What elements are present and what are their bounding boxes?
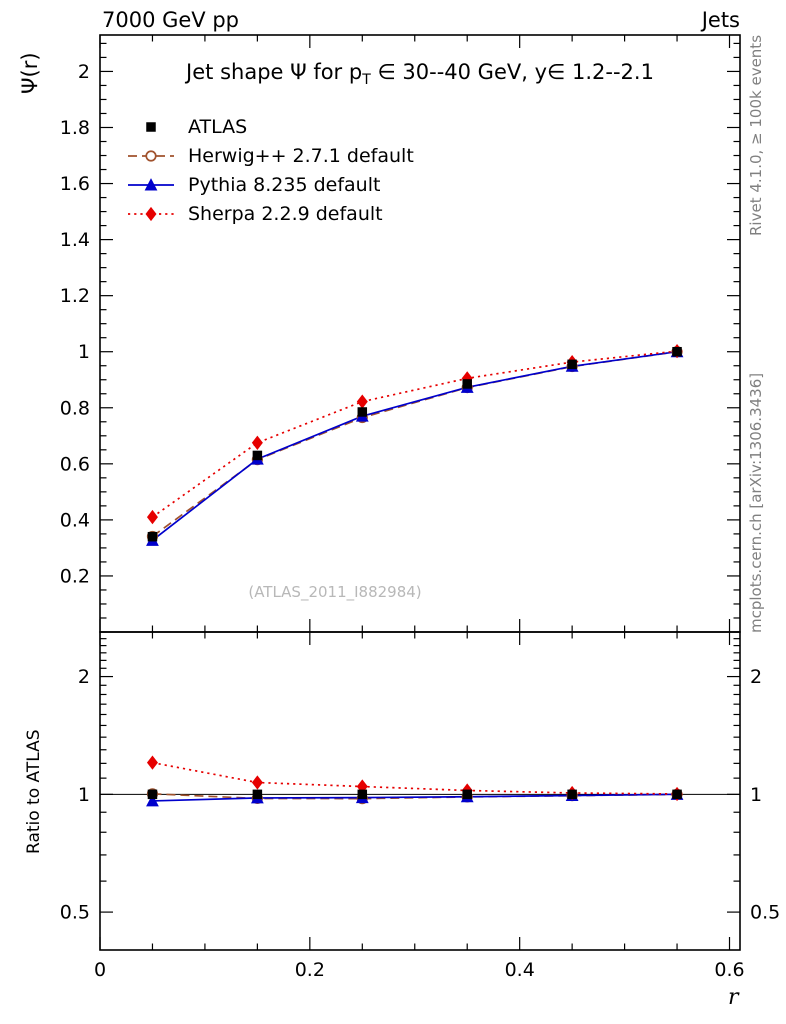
- rivet-version-label: Rivet 4.1.0, ≥ 100k events: [747, 34, 765, 236]
- svg-text:1: 1: [750, 784, 762, 806]
- series-line: [151, 350, 678, 542]
- series-line: [152, 793, 678, 802]
- svg-text:2: 2: [750, 666, 762, 688]
- legend-label-atlas: ATLAS: [188, 115, 248, 138]
- beam-energy-label: 7000 GeV pp: [102, 8, 240, 32]
- xaxis-label: r: [728, 985, 739, 1010]
- svg-text:0.2: 0.2: [295, 959, 325, 981]
- legend-item-herwig: Herwig++ 2.7.1 default: [126, 141, 414, 170]
- svg-text:0.5: 0.5: [60, 902, 90, 924]
- svg-text:1.6: 1.6: [60, 173, 90, 195]
- svg-text:0.6: 0.6: [60, 453, 90, 475]
- plot-title-post: ∈ 30--40 GeV, y∈ 1.2--2.1: [370, 60, 654, 84]
- svg-text:0.4: 0.4: [60, 509, 90, 531]
- svg-text:1.8: 1.8: [60, 117, 90, 139]
- legend-label-pythia: Pythia 8.235 default: [188, 173, 381, 196]
- legend-label-sherpa: Sherpa 2.2.9 default: [188, 202, 383, 225]
- plot-title: Jet shape Ψ for pT ∈ 30--40 GeV, y∈ 1.2-…: [120, 60, 720, 88]
- legend-item-sherpa: Sherpa 2.2.9 default: [126, 199, 414, 228]
- axis-tick-labels: 0 0.2 0.4 0.6 0.2 0.4 0.6 0.8 1 1.2 1.4 1.6 1.8 2 0.5 0…: [60, 61, 780, 981]
- svg-text:0.8: 0.8: [60, 397, 90, 419]
- plot-title-pre: Jet shape Ψ for p: [186, 60, 363, 84]
- svg-text:0: 0: [94, 959, 106, 981]
- plot-frames: [99, 34, 741, 951]
- legend-label-herwig: Herwig++ 2.7.1 default: [188, 144, 414, 167]
- legend-item-atlas: ATLAS: [126, 112, 414, 141]
- plot-title-subscript: T: [362, 72, 371, 89]
- analysis-watermark: (ATLAS_2011_I882984): [248, 583, 422, 601]
- svg-text:0.5: 0.5: [750, 902, 780, 924]
- series-line: [151, 350, 678, 538]
- ratio-panel-frame: [99, 631, 741, 951]
- yaxis-label-main: Ψ(r): [18, 52, 42, 94]
- legend-item-pythia: Pythia 8.235 default: [126, 170, 414, 199]
- mcplots-reference-label: mcplots.cern.ch [arXiv:1306.3436]: [747, 372, 765, 633]
- legend-marker-herwig: [128, 149, 174, 162]
- svg-text:2: 2: [78, 61, 90, 83]
- legend-marker-atlas: [146, 121, 156, 132]
- process-label: Jets: [701, 8, 740, 32]
- legend-marker-pythia: [128, 177, 174, 190]
- svg-text:1: 1: [78, 784, 90, 806]
- legend: ATLAS Herwig++ 2.7.1 default Pythia 8.23…: [126, 112, 414, 228]
- panel-ratio-series: [146, 755, 684, 807]
- series-line: [152, 761, 678, 795]
- yaxis-label-ratio: Ratio to ATLAS: [24, 729, 44, 855]
- panel-main-series: [146, 344, 684, 546]
- legend-marker-sherpa: [128, 206, 174, 221]
- svg-text:2: 2: [78, 666, 90, 688]
- svg-text:1.4: 1.4: [60, 229, 90, 251]
- svg-text:1.2: 1.2: [60, 285, 90, 307]
- svg-text:0.4: 0.4: [505, 959, 535, 981]
- series-line: [151, 350, 678, 518]
- svg-text:0.6: 0.6: [714, 959, 744, 981]
- svg-text:0.2: 0.2: [60, 565, 90, 587]
- svg-text:1: 1: [78, 341, 90, 363]
